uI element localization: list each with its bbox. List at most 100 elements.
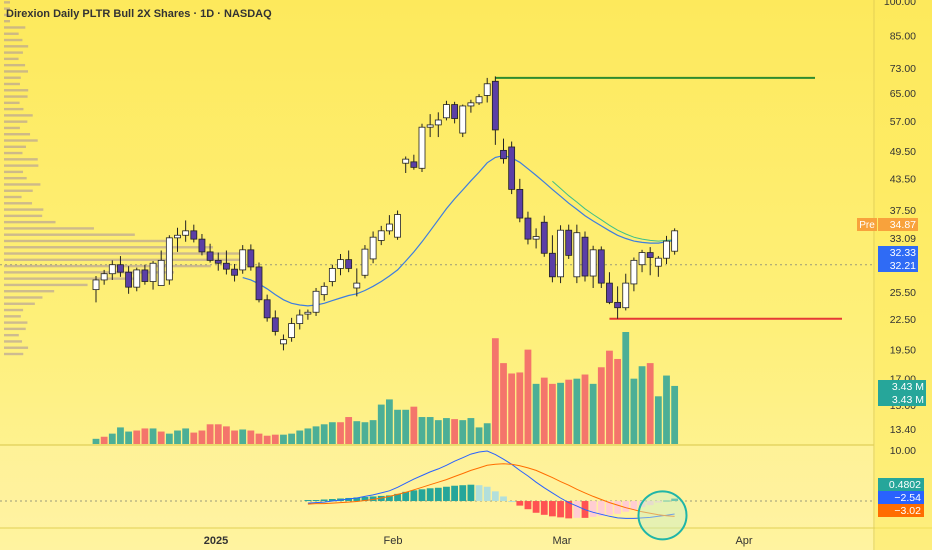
macd-line[interactable] bbox=[307, 450, 675, 519]
candle[interactable] bbox=[320, 282, 328, 301]
macd-histogram-bar bbox=[532, 501, 540, 513]
candle[interactable] bbox=[606, 272, 613, 305]
volume-profile-row bbox=[4, 340, 23, 343]
candle[interactable] bbox=[133, 267, 141, 292]
candle[interactable] bbox=[516, 178, 524, 223]
candle[interactable] bbox=[190, 224, 198, 243]
candle[interactable] bbox=[663, 235, 670, 264]
candle[interactable] bbox=[369, 231, 377, 264]
volume-profile-row bbox=[4, 239, 172, 243]
candle[interactable] bbox=[589, 245, 597, 288]
candle[interactable] bbox=[214, 252, 222, 271]
candle[interactable] bbox=[117, 256, 124, 277]
candle[interactable] bbox=[125, 266, 132, 294]
candle[interactable] bbox=[255, 262, 263, 303]
candle[interactable] bbox=[174, 227, 181, 252]
candle[interactable] bbox=[508, 141, 516, 195]
price-axis[interactable]: 13.4015.0017.0019.5022.5025.5029.0037.50… bbox=[875, 0, 932, 550]
candle[interactable] bbox=[304, 309, 312, 320]
macd-histogram-bar bbox=[312, 500, 320, 502]
candle[interactable] bbox=[92, 276, 100, 303]
candle[interactable] bbox=[491, 76, 499, 145]
candle[interactable] bbox=[394, 210, 401, 240]
candle[interactable] bbox=[247, 244, 255, 271]
volume-profile-row bbox=[4, 82, 20, 86]
candle[interactable] bbox=[108, 260, 116, 280]
candle[interactable] bbox=[532, 228, 540, 249]
price-label-bg bbox=[878, 218, 918, 231]
candle[interactable] bbox=[630, 257, 638, 292]
macd-label-bg bbox=[878, 478, 924, 491]
candle[interactable] bbox=[100, 269, 108, 285]
candle[interactable] bbox=[385, 215, 393, 235]
candle[interactable] bbox=[443, 100, 450, 121]
candle-body bbox=[483, 83, 491, 96]
candle[interactable] bbox=[231, 263, 238, 282]
candle-body bbox=[385, 223, 393, 232]
candle-body bbox=[573, 232, 581, 278]
candle[interactable] bbox=[483, 77, 491, 103]
volume-bar bbox=[475, 427, 483, 444]
candle[interactable] bbox=[345, 250, 353, 273]
time-tick-label: 2025 bbox=[204, 535, 228, 547]
candle[interactable] bbox=[557, 225, 564, 284]
candle-body bbox=[597, 249, 605, 284]
macd-histogram-bar bbox=[524, 501, 532, 510]
candle[interactable] bbox=[549, 235, 556, 283]
time-axis[interactable]: 2025 Feb Mar Apr bbox=[204, 535, 753, 547]
candle[interactable] bbox=[296, 309, 304, 330]
candle[interactable] bbox=[288, 317, 296, 342]
candle[interactable] bbox=[565, 224, 573, 259]
candle[interactable] bbox=[206, 243, 214, 263]
candle[interactable] bbox=[597, 246, 605, 288]
candle[interactable] bbox=[459, 104, 467, 138]
volume-profile-row bbox=[4, 252, 246, 255]
volume-bar bbox=[451, 419, 458, 444]
candle[interactable] bbox=[280, 334, 287, 351]
candle[interactable] bbox=[361, 245, 369, 279]
candle[interactable] bbox=[524, 211, 532, 245]
candle[interactable] bbox=[410, 154, 418, 170]
volume-bar bbox=[117, 427, 124, 444]
volume-profile-row bbox=[4, 195, 22, 199]
volume-profile-row bbox=[4, 214, 43, 218]
candle[interactable] bbox=[426, 114, 434, 138]
candle[interactable] bbox=[165, 235, 173, 285]
candle[interactable] bbox=[198, 233, 206, 256]
macd-histogram-bar bbox=[394, 493, 401, 502]
candle[interactable] bbox=[149, 261, 157, 290]
candle[interactable] bbox=[646, 247, 654, 276]
candle[interactable] bbox=[467, 99, 475, 113]
candle[interactable] bbox=[418, 123, 426, 173]
candle-body bbox=[443, 104, 450, 119]
candle[interactable] bbox=[271, 310, 279, 336]
candle[interactable] bbox=[451, 101, 459, 124]
candle[interactable] bbox=[581, 231, 589, 282]
candle[interactable] bbox=[671, 228, 679, 255]
candle[interactable] bbox=[353, 268, 361, 297]
volume-bar bbox=[214, 424, 222, 444]
candle[interactable] bbox=[377, 225, 385, 246]
candle[interactable] bbox=[141, 264, 149, 285]
candle[interactable] bbox=[157, 250, 165, 286]
candle[interactable] bbox=[239, 245, 247, 274]
candle[interactable] bbox=[654, 256, 662, 277]
candle[interactable] bbox=[434, 112, 442, 138]
candle[interactable] bbox=[402, 156, 410, 174]
candle[interactable] bbox=[622, 273, 630, 311]
candle[interactable] bbox=[337, 253, 344, 276]
candle[interactable] bbox=[614, 286, 621, 319]
candle[interactable] bbox=[328, 264, 336, 287]
candle[interactable] bbox=[475, 94, 483, 105]
candle[interactable] bbox=[573, 224, 581, 284]
candle[interactable] bbox=[540, 215, 548, 257]
candle[interactable] bbox=[500, 138, 507, 164]
candle[interactable] bbox=[222, 250, 230, 275]
candle[interactable] bbox=[638, 249, 646, 273]
candle[interactable] bbox=[182, 220, 190, 242]
macd-signal-line[interactable] bbox=[307, 463, 675, 517]
candle[interactable] bbox=[312, 287, 320, 316]
candle[interactable] bbox=[263, 294, 271, 322]
secondary-average-line[interactable] bbox=[552, 180, 675, 242]
